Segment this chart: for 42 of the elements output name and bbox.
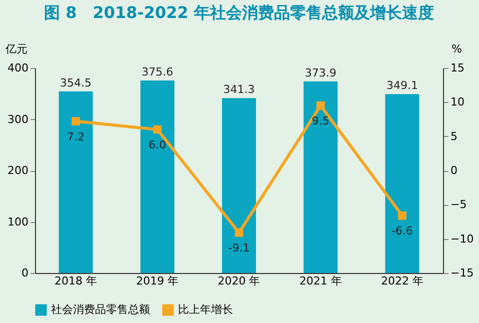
y2-tick-label: −10: [450, 232, 474, 246]
data-label: -9.1: [228, 242, 250, 255]
y2-tick-label: 0: [450, 164, 458, 177]
x-tick-label: 2021 年: [299, 274, 342, 288]
data-label: 349.1: [386, 79, 418, 92]
y-axis-title: 亿元: [4, 42, 28, 56]
y2-tick-label: −5: [450, 198, 467, 212]
data-label: 9.5: [312, 114, 330, 128]
y-tick-label: 300: [8, 112, 28, 126]
data-label: 373.9: [304, 66, 336, 80]
y2-tick-label: 15: [450, 62, 464, 74]
x-tick-label: 2019 年: [136, 274, 179, 288]
data-label: 375.6: [142, 66, 174, 79]
x-tick-label: 2022 年: [380, 274, 424, 288]
x-tick-label: 2020 年: [218, 274, 260, 288]
data-label: 354.5: [60, 76, 92, 90]
data-label: 6.0: [148, 138, 166, 152]
data-label: -6.6: [391, 224, 413, 238]
bar: [222, 98, 256, 273]
data-label: 7.2: [67, 130, 85, 144]
point: [72, 117, 80, 126]
data-label: 341.3: [223, 83, 255, 96]
legend-label: 社会消费品零售总额: [51, 303, 150, 316]
y2-tick-label: −15: [450, 266, 474, 280]
point: [316, 101, 325, 110]
y2-axis-title: %: [452, 42, 462, 56]
y2-tick-label: 10: [450, 96, 464, 109]
legend-label: 比上年增长: [178, 303, 233, 316]
y-tick-label: 200: [8, 164, 28, 177]
y-tick-label: 0: [22, 266, 28, 280]
x-tick-label: 2018 年: [54, 274, 98, 288]
bar: [58, 91, 93, 273]
y-tick-label: 100: [8, 215, 28, 228]
bar: [385, 94, 420, 273]
bar: [140, 80, 174, 273]
y2-tick-label: 5: [450, 130, 458, 143]
point: [398, 211, 406, 220]
bar: [304, 81, 338, 273]
chart-title: 图 8 2018-2022 年社会消费品零售总额及增长速度: [44, 3, 434, 22]
point: [153, 125, 162, 134]
y-tick-label: 400: [8, 62, 28, 74]
point: [234, 228, 244, 237]
